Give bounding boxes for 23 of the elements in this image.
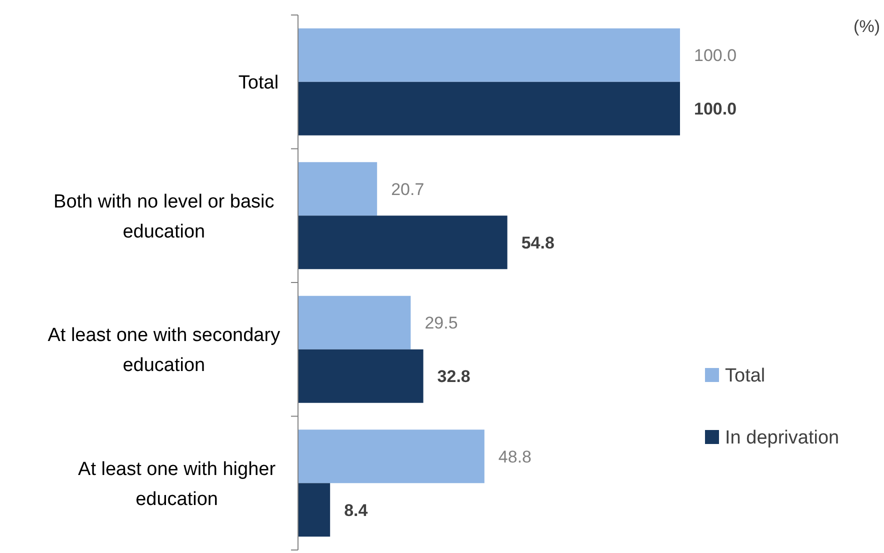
data-label: 8.4 <box>344 500 368 520</box>
data-label: 100.0 <box>694 46 737 66</box>
data-label: 20.7 <box>391 180 424 199</box>
bar <box>298 349 424 403</box>
bar <box>298 28 680 82</box>
bar <box>298 82 680 136</box>
text: (%) <box>854 17 880 36</box>
legend-label: In deprivation <box>725 428 840 449</box>
bar <box>298 216 508 270</box>
y-tick-label: At least one with secondary education <box>48 325 281 376</box>
y-tick-label: At least one with higher education <box>78 458 276 510</box>
bar <box>298 430 484 484</box>
bar <box>298 483 330 537</box>
data-label: 29.5 <box>424 314 458 333</box>
bar <box>298 162 378 216</box>
bar <box>298 296 411 350</box>
legend-label: Total <box>725 366 766 387</box>
y-tick-label: Both with no level or basic education <box>54 191 274 242</box>
data-label: 48.8 <box>498 447 532 466</box>
data-label: 54.8 <box>521 233 554 252</box>
y-tick-label: Total <box>238 72 279 94</box>
data-label: 32.8 <box>437 367 470 386</box>
data-label: 100.0 <box>694 100 737 119</box>
